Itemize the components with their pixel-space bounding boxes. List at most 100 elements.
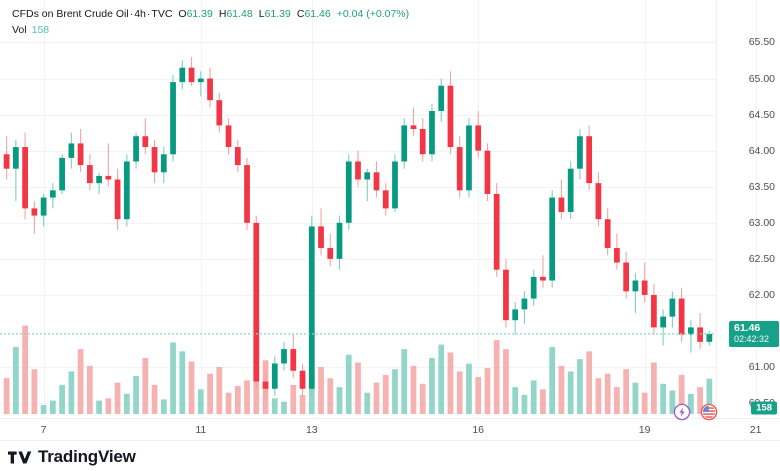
- volume-bar: [466, 363, 472, 414]
- gridline-horizontal-6: [0, 258, 716, 260]
- volume-bar: [271, 398, 278, 414]
- candle-body: [623, 262, 630, 292]
- volume-bar: [225, 392, 232, 414]
- volume-bar: [244, 380, 250, 414]
- candle-body: [281, 349, 287, 364]
- candle-body: [466, 125, 472, 191]
- volume-bar: [382, 374, 389, 414]
- volume-bar: [512, 387, 519, 414]
- price-scale[interactable]: 65.50 65.00 64.50 64.00 63.50 63.00 62.50 62.00…: [716, 0, 780, 418]
- candle-body: [410, 125, 417, 130]
- volume-bar: [595, 378, 602, 414]
- gridline-vertical-5: [755, 0, 757, 418]
- price-tick-label: 65.00: [748, 72, 775, 85]
- time-tick-label: 7: [40, 424, 47, 436]
- candle-body: [308, 226, 315, 389]
- volume-bar: [234, 386, 241, 414]
- volume-bar: [22, 325, 28, 414]
- candle-body: [678, 298, 685, 335]
- volume-bar: [345, 354, 352, 414]
- chart-plot-area[interactable]: [0, 0, 757, 418]
- current-price-badge[interactable]: 61.46 02:42:32: [729, 320, 779, 347]
- time-tick-label: 21: [749, 424, 762, 436]
- volume-bar: [151, 384, 158, 414]
- legend-interval[interactable]: 4h: [134, 8, 146, 20]
- current-price-value: 61.46: [734, 321, 761, 334]
- candle-body: [447, 85, 454, 148]
- candle-body: [234, 147, 241, 166]
- tradingview-logo[interactable]: TradingView: [8, 447, 136, 467]
- candle-body: [475, 125, 482, 151]
- volume-bar: [77, 349, 84, 414]
- gridline-horizontal-4: [0, 186, 716, 188]
- volume-bar: [429, 358, 435, 414]
- candle-body: [31, 208, 38, 216]
- price-tick-label: 62.50: [748, 252, 775, 265]
- candle-body: [244, 165, 250, 223]
- candle-body: [614, 248, 620, 263]
- chart-status-icons: [672, 402, 728, 422]
- volume-bar: [697, 387, 703, 414]
- candle-body: [299, 370, 306, 389]
- legend-change: +0.04 (+0.07%): [336, 8, 410, 20]
- candle-body: [123, 161, 130, 220]
- candle-body: [40, 197, 47, 216]
- gridline-vertical-1: [200, 0, 202, 418]
- price-tick-label: 63.50: [748, 180, 775, 193]
- candle-body: [401, 125, 408, 162]
- legend-volume-row: Vol 158: [12, 23, 409, 37]
- volume-bar: [49, 400, 56, 414]
- bar-countdown-timer: 02:42:32: [734, 333, 770, 344]
- volume-bar: [530, 380, 537, 414]
- volume-bar: [59, 384, 65, 414]
- time-scale[interactable]: 711131619212527Dec3591114: [0, 418, 780, 441]
- candle-body: [651, 294, 657, 328]
- legend-open-value: 61.39: [186, 8, 213, 20]
- volume-bar: [604, 373, 611, 414]
- gridline-vertical-4: [644, 0, 646, 418]
- candle-body: [271, 363, 278, 389]
- volume-bar: [669, 390, 676, 414]
- price-line-overlay: [0, 333, 716, 335]
- volume-bar: [364, 392, 371, 414]
- volume-bar: [706, 378, 713, 414]
- legend-symbol-row[interactable]: CFDs on Brent Crude Oil·4h·TVC O61.39 H61.…: [12, 7, 409, 21]
- legend-exchange: TVC: [151, 8, 173, 20]
- volume-bar: [419, 383, 426, 414]
- volume-value-badge[interactable]: 158: [751, 401, 777, 415]
- volume-bar: [577, 359, 583, 414]
- candle-body: [503, 269, 509, 321]
- time-tick-label: 19: [638, 424, 651, 436]
- legend-symbol[interactable]: CFDs on Brent Crude Oil: [12, 8, 129, 20]
- price-tick-label: 65.50: [748, 36, 775, 49]
- candle-body: [697, 327, 703, 342]
- legend-high-key: H: [218, 8, 227, 20]
- legend-low-key: L: [258, 8, 265, 20]
- candle-body: [253, 222, 260, 382]
- tradingview-wordmark: TradingView: [38, 447, 136, 466]
- volume-bar: [632, 382, 639, 414]
- volume-bar: [438, 344, 445, 414]
- us-flag-icon[interactable]: [700, 403, 718, 421]
- candle-body: [262, 381, 269, 389]
- candle-body: [13, 147, 19, 169]
- volume-bar: [586, 351, 593, 414]
- volume-bar: [373, 382, 380, 414]
- volume-bar: [651, 362, 657, 414]
- volume-bar: [355, 362, 361, 414]
- candle-body: [142, 136, 149, 148]
- volume-bar: [558, 365, 565, 414]
- price-tick-label: 62.00: [748, 289, 775, 301]
- volume-bar: [86, 365, 93, 414]
- gridline-horizontal-5: [0, 222, 716, 224]
- volume-bar: [31, 369, 38, 414]
- legend-sep-2: ·: [146, 8, 151, 20]
- candle-body: [188, 67, 195, 83]
- lightning-bolt-icon[interactable]: [673, 403, 691, 421]
- volume-bar: [105, 398, 112, 414]
- legend-close-key: C: [296, 8, 305, 20]
- volume-bar: [216, 367, 223, 414]
- candle-body: [96, 175, 102, 184]
- candle-body: [197, 78, 204, 83]
- volume-bar: [299, 394, 306, 414]
